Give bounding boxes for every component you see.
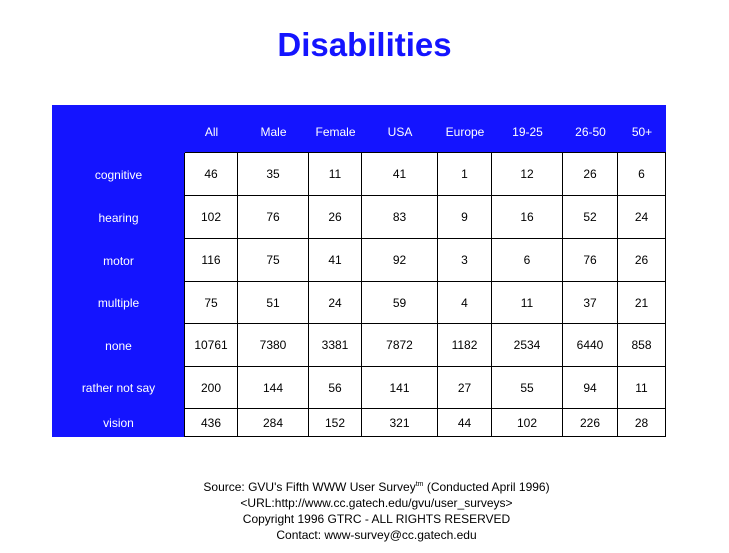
table-cell: 37	[563, 282, 618, 324]
table-cell: 9	[438, 196, 492, 239]
table-border	[185, 152, 666, 153]
column-header: 50+	[631, 125, 653, 139]
table-cell: 116	[185, 239, 238, 282]
table-cell: 1	[438, 153, 492, 196]
table-cell: 6440	[563, 324, 618, 367]
source-line: Source: GVU's Fifth WWW User Surveytm (C…	[0, 477, 729, 495]
table-cell: 75	[238, 239, 309, 282]
column-header: All	[204, 125, 219, 139]
row-label: cognitive	[94, 167, 143, 182]
table-cell: 4	[438, 282, 492, 324]
column-header: Male	[260, 125, 287, 139]
table-cell: 55	[492, 367, 563, 409]
column-header: 19-25	[512, 125, 543, 139]
row-label: rather not say	[81, 381, 156, 395]
table-cell: 21	[618, 282, 666, 324]
table-cell: 26	[618, 239, 666, 282]
column-header: Female	[315, 125, 356, 139]
table-cell: 24	[618, 196, 666, 239]
data-table: All Male Female USA Europe 19-25 26-50 50+ cogni…	[52, 105, 666, 437]
table-cell: 1182	[438, 324, 492, 367]
table-cell: 51	[238, 282, 309, 324]
table-cell: 44	[438, 409, 492, 437]
table-cell: 102	[185, 196, 238, 239]
table-cell: 11	[618, 367, 666, 409]
table-cell: 92	[362, 239, 438, 282]
copyright-line: Copyright 1996 GTRC - ALL RIGHTS RESERVE…	[242, 512, 511, 526]
table-cell: 3	[438, 239, 492, 282]
conducted-text: (Conducted April 1996)	[423, 480, 550, 494]
table-cell: 200	[185, 367, 238, 409]
table-cell: 11	[492, 282, 563, 324]
table-cell: 28	[618, 409, 666, 437]
table-cell: 59	[362, 282, 438, 324]
table-cell: 56	[309, 367, 362, 409]
table-cell: 52	[563, 196, 618, 239]
table-cell: 144	[238, 367, 309, 409]
url-line: <URL:http://www.cc.gatech.edu/gvu/user_s…	[240, 496, 513, 510]
table-cell: 76	[563, 239, 618, 282]
table-cell: 26	[563, 153, 618, 196]
table-cell: 7380	[238, 324, 309, 367]
row-label: hearing	[98, 210, 139, 225]
column-header: USA	[387, 125, 413, 139]
table-cell: 102	[492, 409, 563, 437]
column-header: 26-50	[575, 125, 606, 139]
footer: Source: GVU's Fifth WWW User Surveytm (C…	[0, 477, 729, 543]
table-cell: 10761	[185, 324, 238, 367]
table-cell: 6	[492, 239, 563, 282]
table-cell: 16	[492, 196, 563, 239]
table-border	[184, 153, 185, 437]
table-cell: 7872	[362, 324, 438, 367]
table-cell: 41	[309, 239, 362, 282]
table-cell: 6	[618, 153, 666, 196]
table-cell: 321	[362, 409, 438, 437]
row-label: vision	[103, 416, 134, 430]
table-cell: 436	[185, 409, 238, 437]
table-cell: 152	[309, 409, 362, 437]
table-cell: 26	[309, 196, 362, 239]
table-cell: 35	[238, 153, 309, 196]
tm-mark: tm	[415, 481, 424, 488]
table-cell: 858	[618, 324, 666, 367]
table-cell: 24	[309, 282, 362, 324]
table-cell: 2534	[492, 324, 563, 367]
chart-title: Disabilities	[277, 26, 452, 63]
table-cell: 3381	[309, 324, 362, 367]
table-cell: 12	[492, 153, 563, 196]
table-cell: 41	[362, 153, 438, 196]
contact-line: Contact: www-survey@cc.gatech.edu	[276, 528, 477, 542]
source-text: Source: GVU's Fifth WWW User Survey	[203, 480, 416, 494]
table-cell: 141	[362, 367, 438, 409]
table-cell: 94	[563, 367, 618, 409]
table-cell: 75	[185, 282, 238, 324]
table-cell: 226	[563, 409, 618, 437]
table-cell: 46	[185, 153, 238, 196]
row-label: none	[105, 338, 132, 353]
table-cell: 83	[362, 196, 438, 239]
table-cell: 284	[238, 409, 309, 437]
table-cell: 27	[438, 367, 492, 409]
column-header: Europe	[445, 125, 485, 139]
table-cell: 76	[238, 196, 309, 239]
row-label: multiple	[97, 296, 140, 310]
table-cell: 11	[309, 153, 362, 196]
row-label: motor	[103, 253, 134, 268]
